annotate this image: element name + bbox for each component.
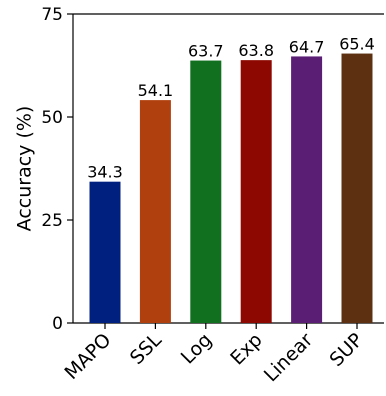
x-tick-label-linear: Linear bbox=[260, 329, 317, 386]
y-tick-label: 0 bbox=[52, 314, 63, 334]
data-label-log: 63.7 bbox=[188, 42, 224, 61]
bar-linear bbox=[291, 56, 323, 323]
axes bbox=[72, 13, 384, 324]
data-label-ssl: 54.1 bbox=[138, 81, 174, 100]
data-label-linear: 64.7 bbox=[289, 37, 325, 56]
data-label-mapo: 34.3 bbox=[87, 163, 123, 182]
bar-mapo bbox=[89, 181, 121, 323]
bar-exp bbox=[240, 60, 272, 323]
x-tick-label-ssl: SSL bbox=[126, 329, 166, 369]
x-tick-label-mapo: MAPO bbox=[61, 329, 116, 384]
bar-log bbox=[190, 60, 222, 323]
bar-ssl bbox=[139, 100, 171, 323]
y-ticks: 0 25 50 75 bbox=[41, 5, 73, 334]
y-tick-label: 50 bbox=[41, 108, 63, 128]
bar-sup bbox=[341, 53, 373, 323]
data-label-exp: 63.8 bbox=[238, 41, 274, 60]
x-tick-label-sup: SUP bbox=[326, 329, 368, 371]
x-tick-label-log: Log bbox=[177, 329, 217, 369]
bars: 34.3 54.1 63.7 63.8 64.7 65.4 bbox=[87, 35, 375, 323]
data-label-sup: 65.4 bbox=[339, 35, 375, 54]
y-tick-label: 25 bbox=[41, 211, 63, 231]
x-tick-label-exp: Exp bbox=[226, 329, 267, 370]
y-tick-label: 75 bbox=[41, 5, 63, 25]
y-axis-title: Accuracy (%) bbox=[14, 106, 36, 232]
